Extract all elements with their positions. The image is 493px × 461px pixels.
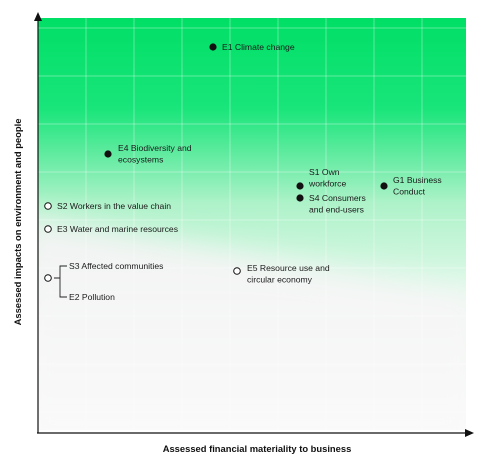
- point-s4: [296, 194, 304, 202]
- axes: [34, 12, 474, 437]
- y-axis-arrow: [34, 12, 42, 21]
- point-s3-e2: [44, 274, 52, 282]
- point-g1: [380, 182, 388, 190]
- label-s1: S1 Own workforce: [308, 167, 346, 189]
- grid-lines: [38, 18, 466, 433]
- point-e1: [209, 43, 217, 51]
- markers: [44, 43, 388, 282]
- point-labels: E1 Climate change E4 Biodiversity and eco…: [57, 42, 442, 302]
- label-e3: E3 Water and marine resources: [57, 224, 178, 234]
- low-zone: [38, 218, 466, 430]
- label-e5: E5 Resource use and circular economy: [247, 263, 330, 285]
- label-s3: S3 Affected communities: [69, 261, 163, 271]
- plot-background: [38, 18, 466, 430]
- point-e3: [44, 225, 52, 233]
- x-axis-title: Assessed financial materiality to busine…: [163, 443, 352, 454]
- point-s1: [296, 182, 304, 190]
- label-s2: S2 Workers in the value chain: [57, 201, 171, 211]
- label-e2: E2 Pollution: [69, 292, 115, 302]
- label-e4: E4 Biodiversity and ecosystems: [118, 143, 192, 165]
- point-e5: [233, 267, 241, 275]
- y-axis-title: Assessed impacts on environment and peop…: [12, 119, 23, 326]
- point-e4: [104, 150, 112, 158]
- point-s2: [44, 202, 52, 210]
- label-e1: E1 Climate change: [222, 42, 295, 52]
- label-s4: S4 Consumers and end-users: [309, 193, 366, 215]
- x-axis-arrow: [465, 429, 474, 437]
- label-g1: G1 Business Conduct: [393, 175, 442, 197]
- group-bracket: [54, 265, 67, 298]
